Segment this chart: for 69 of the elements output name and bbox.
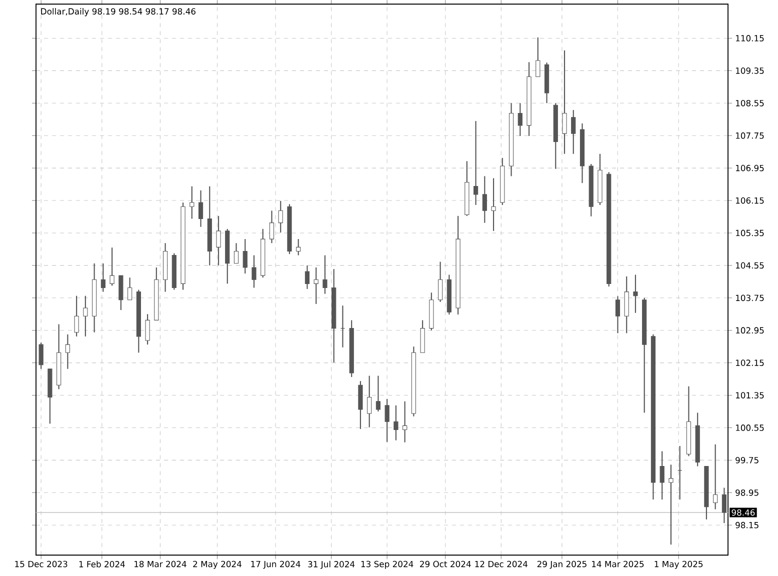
candlestick — [83, 295, 88, 337]
y-tick-label: 109.35 — [736, 67, 764, 74]
x-tick-label: 12 Dec 2024 — [475, 560, 528, 568]
y-tick-label: 107.75 — [736, 132, 764, 139]
candlestick — [190, 186, 194, 220]
x-tick-label: 29 Jan 2025 — [537, 560, 586, 569]
candlestick — [216, 215, 221, 266]
y-tick-label: 106.95 — [736, 164, 764, 172]
x-tick-label: 29 Oct 2024 — [420, 560, 471, 568]
candlestick — [474, 120, 478, 206]
candlestick — [394, 404, 398, 441]
candlestick — [722, 487, 726, 524]
x-tick-label: 31 Jul 2024 — [308, 560, 355, 569]
x-tick-label: 1 Feb 2024 — [79, 560, 125, 568]
candlestick — [145, 314, 150, 346]
candlestick — [668, 464, 674, 546]
candlestick — [615, 296, 620, 334]
candlestick — [713, 444, 718, 510]
candlestick — [660, 450, 664, 500]
x-tick-label: 17 Jun 2024 — [251, 560, 300, 569]
y-tick-label: 98.95 — [736, 489, 758, 496]
candlestick — [536, 36, 540, 78]
candlestick — [438, 261, 443, 302]
y-tick-label: 105.35 — [736, 230, 764, 236]
chart-title: Dollar,Daily 98.19 98.54 98.17 98.46 — [41, 8, 196, 16]
candlestick — [384, 398, 390, 442]
candlestick — [633, 274, 638, 314]
y-tick-label: 100.55 — [736, 424, 764, 431]
x-tick-label: 2 May 2024 — [193, 560, 242, 569]
candlestick — [314, 266, 318, 304]
y-tick-label: 102.95 — [736, 327, 764, 334]
candlestick — [242, 238, 248, 274]
candlestick — [278, 200, 283, 234]
y-tick-label: 101.35 — [736, 392, 764, 398]
ref-line-label: 98.46 — [732, 509, 755, 516]
candlestick — [234, 242, 239, 264]
candlestick — [518, 102, 522, 136]
candlestick — [322, 254, 328, 294]
y-tick-label: 110.15 — [736, 34, 764, 42]
candlestick — [100, 262, 106, 292]
candlestick — [65, 334, 70, 370]
y-tick-label: 99.75 — [736, 456, 758, 464]
candlestick — [482, 176, 487, 224]
x-tick-label: 14 Mar 2025 — [592, 560, 644, 568]
x-tick-label: 15 Dec 2023 — [15, 560, 68, 568]
y-tick-label: 108.55 — [736, 100, 764, 106]
x-tick-label: 1 May 2025 — [654, 560, 703, 569]
y-tick-label: 104.55 — [736, 262, 764, 269]
x-tick-label: 13 Sep 2024 — [361, 560, 414, 569]
candlestick — [376, 375, 381, 412]
candlestick — [296, 238, 301, 256]
y-tick-label: 102.15 — [736, 360, 764, 366]
candlestick — [74, 295, 79, 337]
y-tick-label: 106.15 — [736, 197, 764, 204]
candlestick — [304, 264, 310, 290]
candlestick — [128, 277, 132, 300]
candlestick — [491, 178, 496, 232]
candlestick — [269, 210, 274, 244]
candlestick — [571, 109, 576, 154]
candlestick — [38, 342, 44, 370]
candlestick — [402, 400, 408, 443]
candlestick — [367, 375, 372, 428]
candlestick — [252, 254, 256, 288]
y-tick-label: 103.75 — [736, 294, 764, 302]
candlestick — [110, 246, 114, 286]
x-tick-label: 18 Mar 2024 — [134, 560, 186, 568]
candlestick — [198, 190, 204, 228]
candlestick — [562, 50, 567, 154]
y-tick-label: 98.15 — [736, 522, 758, 528]
